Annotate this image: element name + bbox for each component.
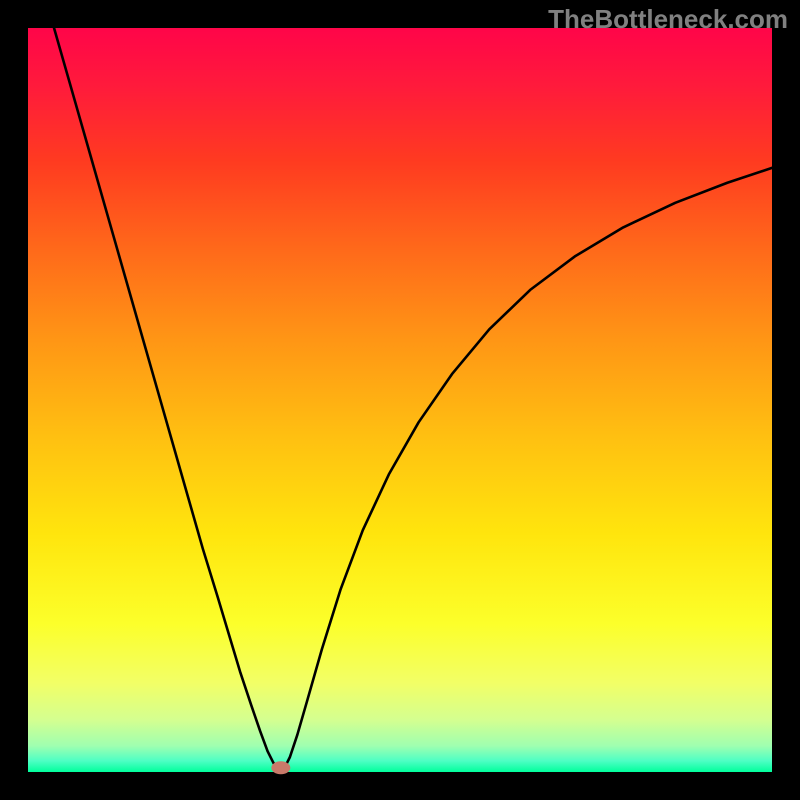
optimum-marker [271, 761, 290, 774]
watermark-text: TheBottleneck.com [548, 4, 788, 35]
bottleneck-curve [54, 28, 772, 770]
chart-frame: TheBottleneck.com [0, 0, 800, 800]
plot-area [28, 28, 772, 772]
curve-layer [28, 28, 772, 772]
